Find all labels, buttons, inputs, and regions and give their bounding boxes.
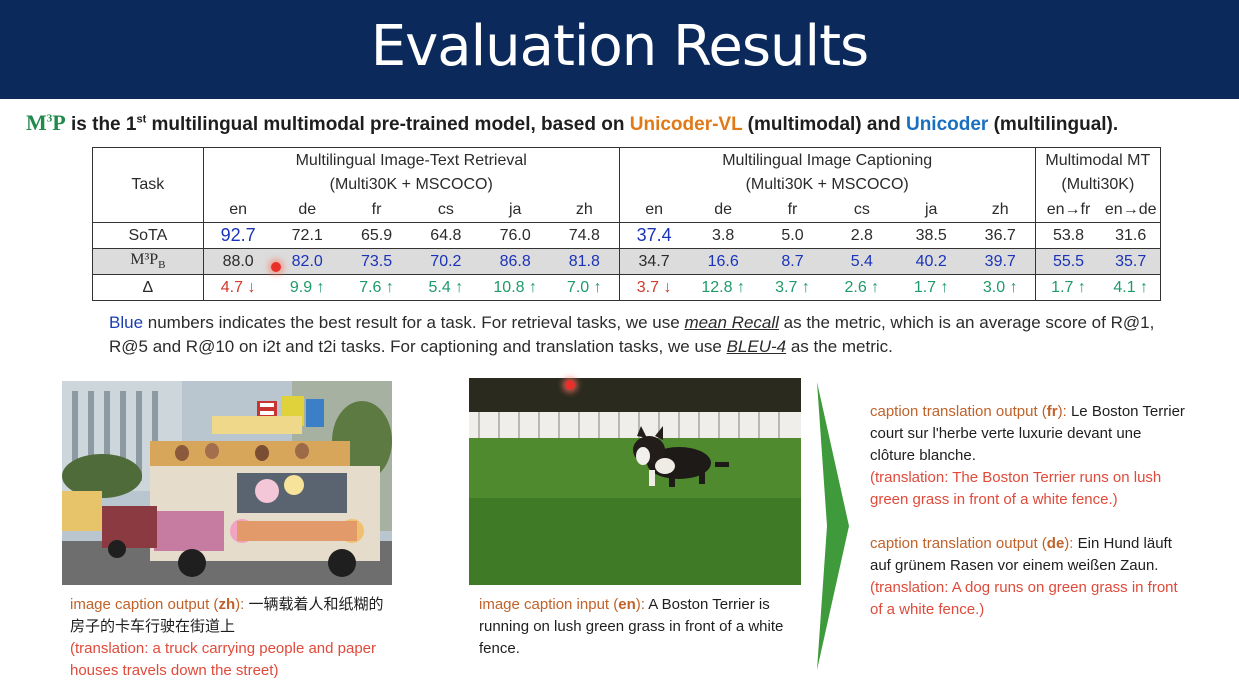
column-header: cs: [853, 201, 870, 218]
task-header: Task: [92, 147, 204, 223]
row-label: M³PB: [92, 248, 204, 275]
table-cell: 37.4: [619, 222, 689, 249]
table-cell: 55.5: [1035, 248, 1102, 275]
page-title: Evaluation Results: [370, 14, 869, 79]
table-cell: 10.8 ↑: [480, 274, 550, 301]
table-cell: 40.2: [896, 248, 966, 275]
table-cell: 1.7 ↑: [896, 274, 966, 301]
metric-note: Blue numbers indicates the best result f…: [109, 313, 1155, 356]
table-cell: 9.9 ↑: [272, 274, 342, 301]
unicoder-vl-name: Unicoder-VL: [629, 114, 743, 135]
table-cell: 2.8: [827, 222, 897, 249]
table-cell: 5.4: [827, 248, 897, 275]
column-header: en: [229, 201, 248, 218]
table-cell: 4.7 ↓: [203, 274, 273, 301]
table-cell: 2.6 ↑: [827, 274, 897, 301]
table-cell: 38.5: [896, 222, 966, 249]
group-retrieval-header: Multilingual Image-Text Retrieval (Multi3…: [203, 147, 620, 198]
group-captioning-header: Multilingual Image Captioning (Multi30K +…: [619, 147, 1036, 198]
table-cell: 70.2: [411, 248, 481, 275]
column-header: de: [298, 201, 317, 218]
column-header: en→de: [1101, 198, 1162, 223]
parade-truck-image: [62, 381, 392, 585]
table-cell: 12.8 ↑: [688, 274, 758, 301]
metric-bleu4: BLEU-4: [726, 337, 787, 356]
column-header: de: [714, 201, 733, 218]
table-cell: 7.6 ↑: [341, 274, 412, 301]
boston-terrier-image: [469, 378, 801, 585]
table-cell: 35.7: [1101, 248, 1162, 275]
column-header: en: [645, 201, 663, 218]
table-cell: 73.5: [341, 248, 412, 275]
row-label: SoTA: [92, 222, 204, 249]
caption-zh: image caption output (zh): 一辆载着人和纸糊的房子的卡…: [70, 596, 384, 679]
table-cell: 3.8: [688, 222, 758, 249]
column-header: en→fr: [1046, 201, 1091, 218]
row-label: Δ: [92, 274, 204, 301]
table-cell: 76.0: [480, 222, 550, 249]
table-cell: 5.4 ↑: [411, 274, 481, 301]
table-cell: 82.0: [272, 248, 342, 275]
table-cell: 5.0: [757, 222, 828, 249]
table-cell: 53.8: [1035, 222, 1102, 249]
table-cell: 8.7: [757, 248, 828, 275]
table-cell: 3.7 ↓: [619, 274, 689, 301]
table-cell: 4.1 ↑: [1101, 274, 1162, 301]
table-cell: 39.7: [965, 248, 1036, 275]
unicoder-name: Unicoder: [905, 114, 989, 135]
metric-mean-recall: mean Recall: [684, 313, 779, 332]
table-cell: 88.0: [203, 248, 273, 275]
column-header: zh: [965, 198, 1036, 223]
table-cell: 34.7: [619, 248, 689, 275]
table-cell: 31.6: [1101, 222, 1162, 249]
table-cell: 1.7 ↑: [1035, 274, 1102, 301]
model-name: M3P: [26, 110, 66, 135]
pointer-dot: [271, 262, 281, 272]
column-header: zh: [549, 198, 620, 223]
title-banner: Evaluation Results: [0, 0, 1239, 99]
table-cell: 36.7: [965, 222, 1036, 249]
caption-fr: caption translation output (fr): Le Bost…: [870, 403, 1185, 508]
table-cell: 64.8: [411, 222, 481, 249]
table-cell: 65.9: [341, 222, 412, 249]
pointer-dot-2: [565, 380, 575, 390]
table-cell: 16.6: [688, 248, 758, 275]
table-cell: 72.1: [272, 222, 342, 249]
column-header: ja: [924, 201, 938, 218]
caption-de: caption translation output (de): Ein Hun…: [870, 535, 1178, 618]
column-header: ja: [508, 201, 522, 218]
table-cell: 86.8: [480, 248, 550, 275]
column-header: fr: [371, 201, 382, 218]
column-header: fr: [787, 201, 798, 218]
right-arrow-icon: [817, 382, 849, 670]
table-cell: 74.8: [549, 222, 620, 249]
table-cell: 7.0 ↑: [549, 274, 620, 301]
table-cell: 3.0 ↑: [965, 274, 1036, 301]
caption-en: image caption input (en): A Boston Terri…: [479, 596, 784, 657]
results-table: Task Multilingual Image-Text Retrieval (M…: [92, 147, 1162, 301]
headline: M3P is the 1st multilingual multimodal p…: [26, 110, 1119, 135]
table-cell: 92.7: [203, 222, 273, 249]
column-header: cs: [437, 201, 454, 218]
group-mt-header: Multimodal MT (Multi30K): [1035, 147, 1162, 198]
table-cell: 81.8: [549, 248, 620, 275]
table-cell: 3.7 ↑: [757, 274, 828, 301]
